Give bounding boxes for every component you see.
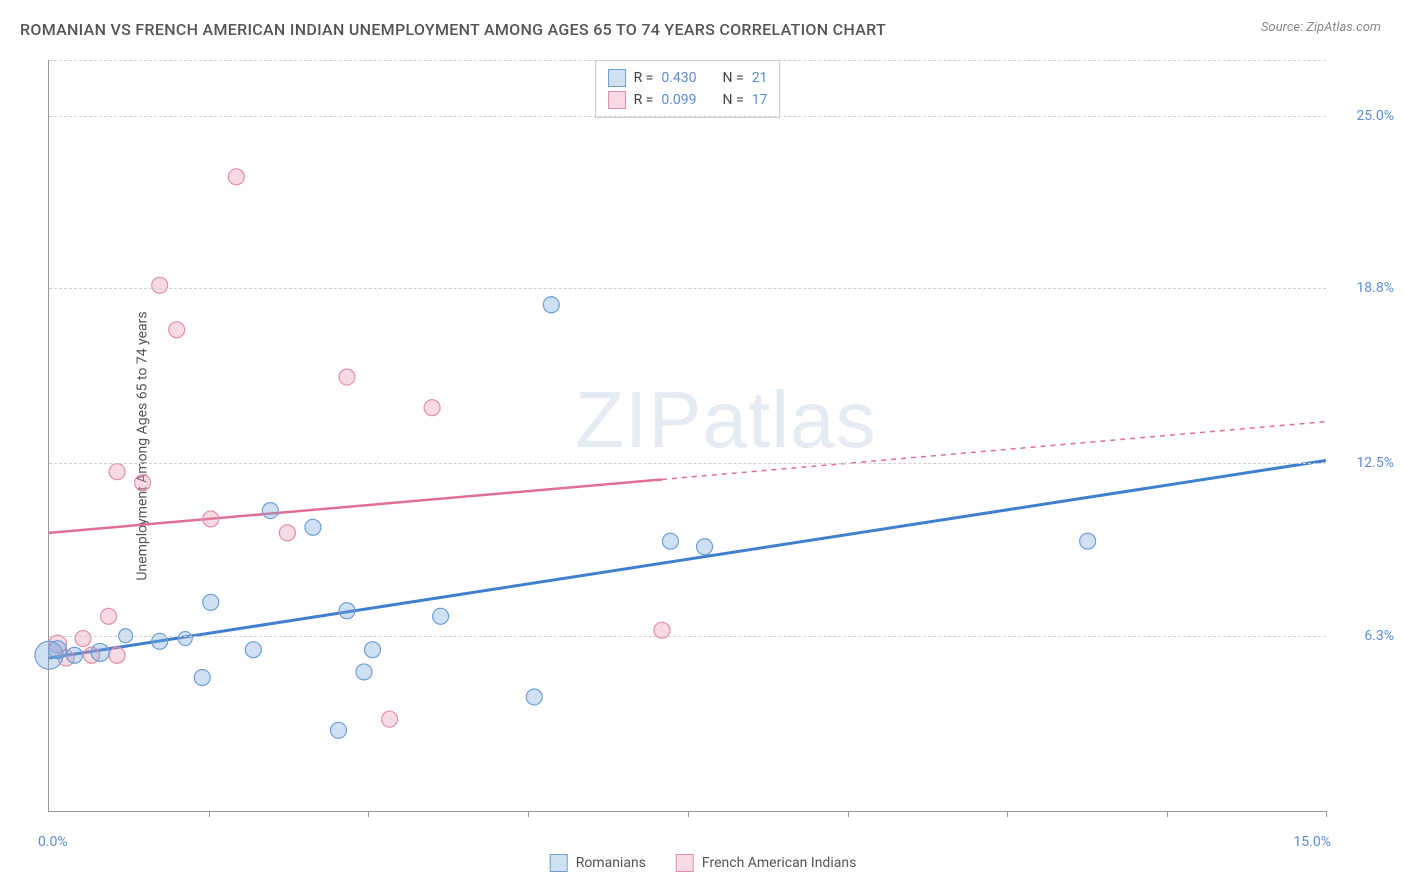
trend-line (49, 461, 1326, 658)
legend-swatch-french (676, 854, 694, 872)
legend: Romanians French American Indians (550, 854, 857, 872)
data-point (1080, 533, 1096, 549)
data-point (49, 641, 67, 659)
x-tick (368, 811, 369, 817)
data-point (382, 711, 398, 727)
data-point (262, 503, 278, 519)
data-point (424, 400, 440, 416)
data-point (203, 511, 219, 527)
data-point (109, 464, 125, 480)
chart-title: ROMANIAN VS FRENCH AMERICAN INDIAN UNEMP… (20, 20, 886, 39)
plot-svg (49, 60, 1326, 811)
data-point (697, 539, 713, 555)
grid-line (49, 463, 1326, 464)
x-tick (528, 811, 529, 817)
chart-container: ROMANIAN VS FRENCH AMERICAN INDIAN UNEMP… (0, 0, 1406, 892)
x-axis-label-max: 15.0% (1293, 834, 1331, 850)
data-point (91, 643, 109, 661)
data-point (365, 642, 381, 658)
data-point (203, 594, 219, 610)
data-point (75, 631, 91, 647)
data-point (109, 647, 125, 663)
legend-item-romanians: Romanians (550, 854, 646, 872)
legend-label-romanians: Romanians (576, 855, 646, 871)
data-point (169, 322, 185, 338)
data-point (152, 277, 168, 293)
x-tick (209, 811, 210, 817)
data-point (245, 642, 261, 658)
data-point (178, 632, 192, 646)
data-point (339, 603, 355, 619)
y-tick-label: 6.3% (1334, 628, 1394, 644)
legend-label-french: French American Indians (702, 855, 856, 871)
trend-line-dashed (662, 422, 1326, 480)
x-tick (1007, 811, 1008, 817)
data-point (543, 297, 559, 313)
data-point (330, 722, 346, 738)
plot-area: ZIPatlas R = 0.430 N = 21 R = 0.099 N = … (48, 60, 1326, 812)
grid-line (49, 636, 1326, 637)
data-point (135, 475, 151, 491)
data-point (662, 533, 678, 549)
data-point (101, 608, 117, 624)
data-point (526, 689, 542, 705)
data-point (356, 664, 372, 680)
data-point (194, 669, 210, 685)
data-point (433, 608, 449, 624)
grid-line (49, 288, 1326, 289)
x-axis-label-min: 0.0% (38, 834, 68, 850)
y-tick-label: 18.8% (1334, 280, 1394, 296)
y-tick-label: 25.0% (1334, 108, 1394, 124)
x-tick (1167, 811, 1168, 817)
x-tick (848, 811, 849, 817)
source-label: Source: ZipAtlas.com (1261, 20, 1381, 35)
legend-item-french: French American Indians (676, 854, 856, 872)
grid-line (49, 116, 1326, 117)
x-tick (1326, 811, 1327, 817)
grid-line (49, 60, 1326, 61)
y-tick-label: 12.5% (1334, 455, 1394, 471)
data-point (305, 519, 321, 535)
data-point (279, 525, 295, 541)
x-tick (688, 811, 689, 817)
data-point (339, 369, 355, 385)
legend-swatch-romanians (550, 854, 568, 872)
data-point (228, 169, 244, 185)
data-point (67, 647, 83, 663)
